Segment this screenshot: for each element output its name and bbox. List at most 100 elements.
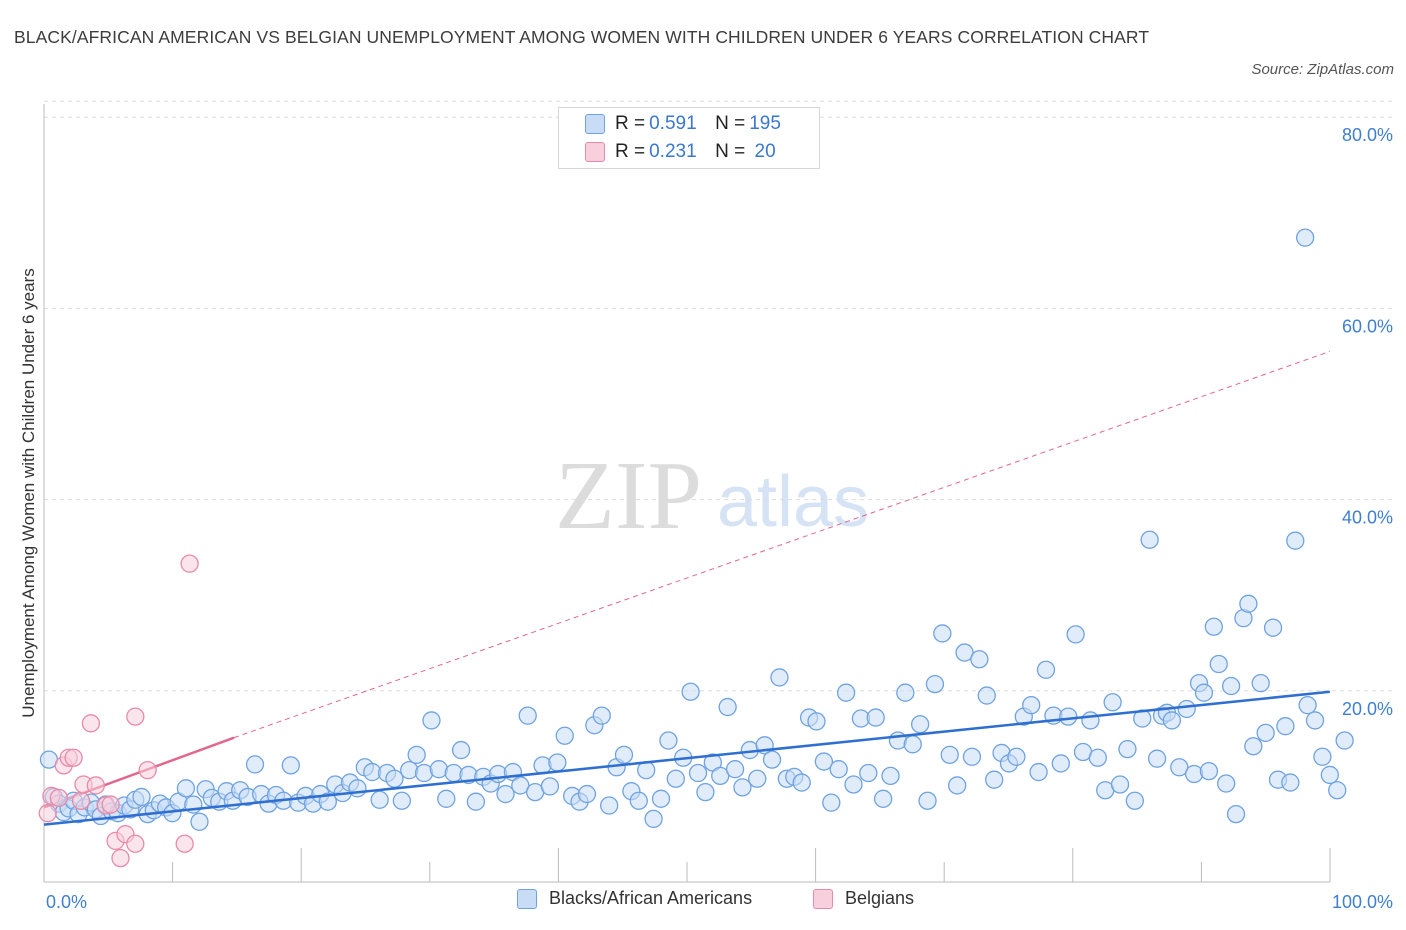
point-belgians — [71, 791, 91, 810]
point-belgians — [138, 760, 157, 780]
point-blacks — [659, 731, 678, 750]
y-tick-label: 40.0% — [1342, 508, 1393, 528]
legend-n-label: N = — [715, 113, 746, 134]
point-blacks — [1256, 723, 1275, 743]
point-blacks — [873, 789, 893, 808]
point-blacks — [940, 745, 959, 765]
point-blacks — [437, 789, 456, 808]
x-tick-label: 100.0% — [1332, 892, 1393, 912]
point-blacks — [918, 791, 937, 810]
point-blacks — [881, 766, 900, 786]
point-blacks — [466, 792, 486, 811]
blacks-points — [39, 228, 1354, 831]
y-axis-label: Unemployment Among Women with Children U… — [19, 268, 38, 717]
watermark-zip: ZIP — [555, 442, 702, 550]
point-blacks — [1328, 781, 1347, 800]
legend-r-label: R = — [615, 113, 646, 134]
tick-labels: 20.0% 40.0% 60.0% 80.0% 0.0% 100.0% — [46, 125, 1393, 912]
point-blacks — [948, 776, 967, 795]
point-blacks — [1204, 617, 1223, 636]
point-blacks — [318, 792, 337, 811]
point-blacks — [1295, 228, 1315, 247]
point-belgians — [86, 776, 105, 795]
point-blacks — [629, 791, 648, 810]
belgians-points — [38, 554, 199, 868]
point-blacks — [1081, 711, 1100, 730]
point-blacks — [1140, 530, 1159, 549]
blacks-trend — [43, 690, 1330, 826]
point-blacks — [836, 683, 856, 702]
point-blacks — [1036, 660, 1056, 679]
point-blacks — [1263, 618, 1283, 637]
point-belgians — [64, 748, 83, 767]
point-blacks — [1059, 707, 1078, 726]
legend-label-blacks: Blacks/African Americans — [549, 888, 753, 908]
point-blacks — [1239, 594, 1258, 613]
point-blacks — [548, 753, 567, 772]
point-blacks — [1162, 711, 1182, 730]
source-label: Source: ZipAtlas.com — [1251, 61, 1394, 78]
point-blacks — [1110, 775, 1130, 794]
point-belgians — [49, 788, 68, 808]
grid-lines — [44, 100, 1392, 692]
point-blacks — [1305, 711, 1325, 730]
legend-n-value: 20 — [749, 141, 776, 162]
point-blacks — [614, 745, 634, 765]
point-blacks — [977, 686, 996, 705]
point-belgians — [180, 554, 199, 573]
point-blacks — [807, 712, 826, 731]
point-blacks — [770, 668, 789, 687]
point-blacks — [1029, 762, 1048, 782]
point-blacks — [422, 711, 441, 730]
point-blacks — [577, 784, 597, 804]
legend-swatch-pink — [585, 142, 605, 162]
point-blacks — [1051, 754, 1070, 773]
legend-item-belgians[interactable]: Belgians — [813, 888, 914, 909]
legend-item-blacks[interactable]: Blacks/African Americans — [517, 888, 752, 909]
point-blacks — [1209, 654, 1228, 674]
belgians-trend — [43, 350, 1330, 809]
legend-r-value: 0.591 — [649, 113, 697, 134]
point-blacks — [1286, 531, 1305, 550]
point-blacks — [555, 726, 574, 745]
point-blacks — [1221, 676, 1241, 696]
point-blacks — [1066, 625, 1085, 644]
point-blacks — [970, 650, 989, 669]
legend-swatch-blue — [585, 114, 605, 134]
point-blacks — [1320, 765, 1339, 785]
point-blacks — [696, 782, 715, 802]
point-blacks — [896, 683, 915, 702]
point-blacks — [245, 755, 265, 774]
legend-n-label: N = — [715, 141, 746, 162]
y-tick-label: 80.0% — [1342, 125, 1393, 145]
point-blacks — [859, 763, 878, 783]
point-blacks — [1177, 699, 1196, 719]
point-blacks — [1170, 758, 1189, 777]
y-tick-label: 60.0% — [1342, 316, 1393, 336]
point-blacks — [725, 760, 745, 779]
legend-swatch-blue — [517, 888, 537, 909]
point-blacks — [1088, 748, 1107, 767]
stats-legend: R = 0.591 N = 195 R = 0.231 N = 20 — [558, 107, 820, 169]
point-blacks — [407, 745, 426, 765]
point-blacks — [1335, 731, 1354, 750]
legend-row-belgians: R = 0.231 N = 20 — [585, 139, 776, 165]
point-blacks — [866, 708, 885, 727]
point-belgians — [38, 804, 57, 823]
point-blacks — [1125, 791, 1145, 810]
y-tick-label: 20.0% — [1342, 699, 1393, 719]
trend-line-belgians-dashed — [233, 350, 1330, 739]
point-blacks — [400, 760, 419, 780]
point-blacks — [1184, 764, 1204, 784]
point-blacks — [718, 697, 737, 717]
point-blacks — [1147, 749, 1167, 768]
point-blacks — [962, 747, 982, 766]
point-blacks — [348, 779, 367, 798]
point-blacks — [829, 760, 848, 779]
point-belgians — [101, 795, 120, 814]
point-blacks — [1313, 747, 1332, 766]
point-blacks — [644, 809, 663, 829]
legend-n-value: 195 — [749, 113, 781, 134]
point-blacks — [762, 750, 782, 769]
